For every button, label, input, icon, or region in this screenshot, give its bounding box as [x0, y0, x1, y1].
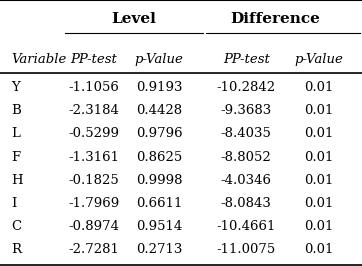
- Text: Y: Y: [11, 81, 20, 94]
- Text: p-Value: p-Value: [135, 53, 184, 66]
- Text: p-Value: p-Value: [294, 53, 343, 66]
- Text: -11.0075: -11.0075: [216, 243, 276, 256]
- Text: 0.2713: 0.2713: [136, 243, 182, 256]
- Text: -1.1056: -1.1056: [69, 81, 119, 94]
- Text: -2.3184: -2.3184: [69, 104, 119, 117]
- Text: -8.4035: -8.4035: [221, 127, 272, 140]
- Text: I: I: [11, 197, 16, 210]
- Text: 0.01: 0.01: [304, 81, 333, 94]
- Text: 0.6611: 0.6611: [136, 197, 182, 210]
- Text: -0.8974: -0.8974: [69, 220, 119, 233]
- Text: -8.8052: -8.8052: [221, 151, 272, 164]
- Text: 0.01: 0.01: [304, 127, 333, 140]
- Text: -4.0346: -4.0346: [221, 174, 272, 187]
- Text: -2.7281: -2.7281: [69, 243, 119, 256]
- Text: -10.4661: -10.4661: [216, 220, 276, 233]
- Text: PP-test: PP-test: [223, 53, 270, 66]
- Text: B: B: [11, 104, 21, 117]
- Text: 0.01: 0.01: [304, 220, 333, 233]
- Text: 0.01: 0.01: [304, 243, 333, 256]
- Text: 0.9514: 0.9514: [136, 220, 182, 233]
- Text: L: L: [11, 127, 20, 140]
- Text: -1.7969: -1.7969: [68, 197, 120, 210]
- Text: 0.4428: 0.4428: [136, 104, 182, 117]
- Text: 0.01: 0.01: [304, 151, 333, 164]
- Text: -9.3683: -9.3683: [220, 104, 272, 117]
- Text: F: F: [11, 151, 20, 164]
- Text: Level: Level: [111, 12, 156, 26]
- Text: C: C: [11, 220, 21, 233]
- Text: -0.5299: -0.5299: [69, 127, 119, 140]
- Text: 0.01: 0.01: [304, 197, 333, 210]
- Text: 0.8625: 0.8625: [136, 151, 182, 164]
- Text: 0.9998: 0.9998: [136, 174, 182, 187]
- Text: PP-test: PP-test: [71, 53, 118, 66]
- Text: Variable: Variable: [11, 53, 66, 66]
- Text: Difference: Difference: [230, 12, 320, 26]
- Text: R: R: [11, 243, 21, 256]
- Text: -8.0843: -8.0843: [221, 197, 272, 210]
- Text: -10.2842: -10.2842: [216, 81, 276, 94]
- Text: 0.9193: 0.9193: [136, 81, 182, 94]
- Text: 0.01: 0.01: [304, 174, 333, 187]
- Text: H: H: [11, 174, 22, 187]
- Text: -1.3161: -1.3161: [69, 151, 119, 164]
- Text: -0.1825: -0.1825: [69, 174, 119, 187]
- Text: 0.9796: 0.9796: [136, 127, 182, 140]
- Text: 0.01: 0.01: [304, 104, 333, 117]
